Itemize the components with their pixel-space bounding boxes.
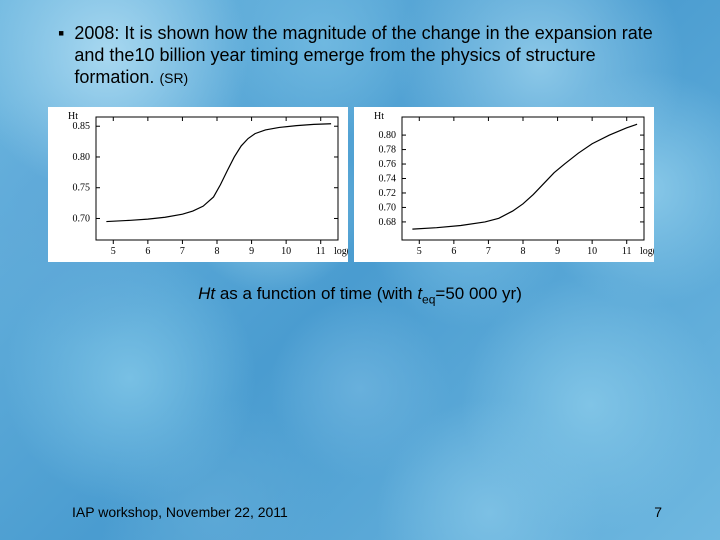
svg-text:0.80: 0.80: [379, 130, 397, 141]
footer: IAP workshop, November 22, 2011 7: [72, 504, 662, 520]
footer-left: IAP workshop, November 22, 2011: [72, 504, 288, 520]
svg-text:9: 9: [249, 246, 254, 257]
bullet-sr: (SR): [159, 70, 188, 86]
chart-left: 5 6 7 8 9 10 11 0.70 0.75 0.80 0.85Ht log(t/yr): [48, 107, 348, 262]
svg-text:6: 6: [451, 246, 456, 257]
svg-text:7: 7: [486, 246, 491, 257]
svg-text:10: 10: [281, 246, 291, 257]
svg-text:0.70: 0.70: [379, 202, 397, 213]
caption: Ht as a function of time (with teq=50 00…: [58, 284, 662, 306]
svg-text:5: 5: [417, 246, 422, 257]
chart-right: 5 6 7 8 9 10 11 0.68 0.70 0.72 0.74 0.76 0.78 0.80 Ht l…: [354, 107, 654, 262]
footer-page: 7: [654, 504, 662, 520]
svg-text:8: 8: [215, 246, 220, 257]
svg-text:8: 8: [521, 246, 526, 257]
bullet-text: 2008: It is shown how the magnitude of t…: [74, 22, 662, 89]
caption-sub: eq: [422, 292, 435, 306]
svg-text:11: 11: [622, 246, 632, 257]
svg-text:11: 11: [316, 246, 326, 257]
svg-text:0.72: 0.72: [379, 188, 397, 199]
svg-text:0.70: 0.70: [73, 213, 91, 224]
svg-text:6: 6: [145, 246, 150, 257]
bullet-marker: ▪: [58, 22, 64, 44]
svg-text:0.74: 0.74: [379, 174, 397, 185]
bullet-item: ▪ 2008: It is shown how the magnitude of…: [58, 22, 662, 89]
svg-text:0.75: 0.75: [73, 183, 91, 194]
svg-text:0.78: 0.78: [379, 145, 397, 156]
caption-post: =50 000 yr): [435, 284, 521, 303]
caption-ht: Ht: [198, 284, 215, 303]
svg-text:0.85: 0.85: [73, 121, 91, 132]
svg-text:10: 10: [587, 246, 597, 257]
svg-text:log(t/yr): log(t/yr): [640, 246, 654, 257]
svg-text:9: 9: [555, 246, 560, 257]
svg-text:5: 5: [111, 246, 116, 257]
svg-text:log(t/yr): log(t/yr): [334, 246, 348, 257]
svg-text:0.80: 0.80: [73, 152, 91, 163]
caption-mid: as a function of time (with: [215, 284, 417, 303]
svg-text:7: 7: [180, 246, 185, 257]
charts-row: 5678910110.700.750.800.85Htlog(t/yr) 567…: [48, 107, 662, 262]
svg-text:0.68: 0.68: [379, 217, 397, 228]
svg-text:0.76: 0.76: [379, 159, 397, 170]
svg-text:Ht: Ht: [374, 111, 384, 122]
svg-text:Ht: Ht: [68, 111, 78, 122]
